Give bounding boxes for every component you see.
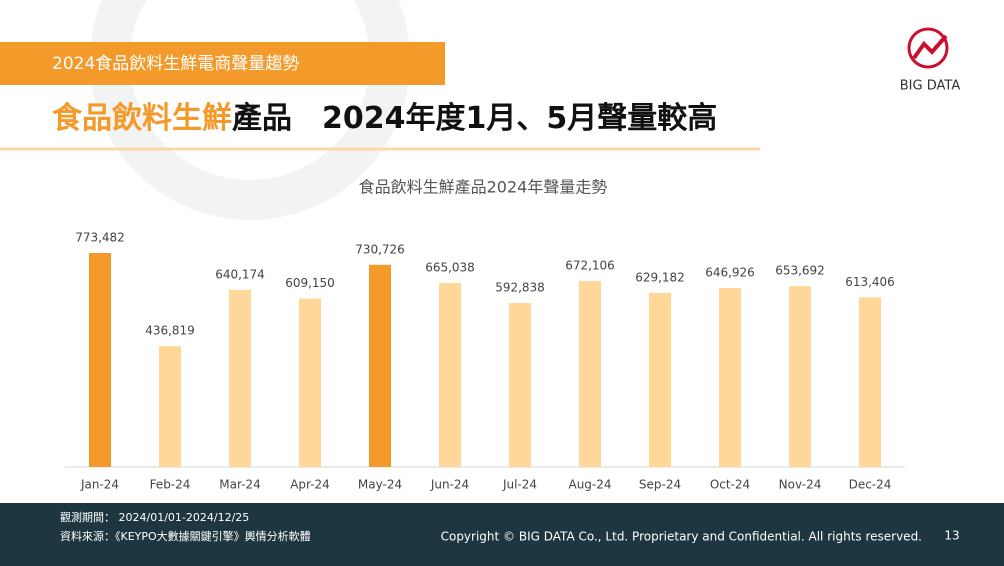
bar (229, 289, 251, 467)
banner (0, 42, 445, 85)
x-tick-label: Nov-24 (779, 478, 822, 492)
x-tick-label: Feb-24 (150, 478, 191, 492)
x-tick-label: Jul-24 (502, 478, 537, 492)
value-label: 629,182 (635, 270, 685, 284)
bar (579, 281, 601, 467)
footer-copyright: Copyright © BIG DATA Co., Ltd. Proprieta… (441, 530, 922, 544)
logo-ring (907, 27, 949, 69)
value-label: 609,150 (285, 276, 335, 290)
x-tick-label: Mar-24 (219, 478, 260, 492)
x-tick-label: Aug-24 (568, 478, 611, 492)
logo: BIG DATA (900, 27, 961, 94)
bar (719, 288, 741, 467)
value-label: 640,174 (215, 267, 265, 281)
footer-period: 觀測期間： 2024/01/01-2024/12/25 (60, 510, 249, 524)
value-label: 665,038 (425, 261, 475, 275)
x-tick-label: May-24 (358, 478, 402, 492)
bar (439, 283, 461, 467)
x-tick-label: Jan-24 (80, 478, 119, 492)
value-label: 730,726 (355, 242, 405, 256)
title-highlight: 食品飲料生鮮 (52, 101, 232, 136)
value-label: 436,819 (145, 324, 195, 338)
footer-source: 資料來源：《KEYPO大數據關鍵引擎》輿情分析軟體 (60, 529, 311, 543)
bar (509, 302, 531, 467)
value-label: 646,926 (705, 266, 755, 280)
page-number: 13 (944, 529, 959, 543)
x-tick-label: Apr-24 (290, 478, 330, 492)
x-tick-label: Sep-24 (639, 478, 681, 492)
logo-text: BIG DATA (900, 79, 961, 94)
x-tick-label: Oct-24 (710, 478, 750, 492)
value-label: 672,106 (565, 259, 615, 273)
bar (299, 298, 321, 467)
bar (89, 253, 111, 467)
bar (369, 264, 391, 467)
value-label: 613,406 (845, 275, 895, 289)
x-tick-label: Jun-24 (430, 478, 469, 492)
chart-title: 食品飲料生鮮產品2024年聲量走勢 (359, 178, 608, 197)
x-tick-label: Dec-24 (849, 478, 892, 492)
bar (859, 297, 881, 467)
logo-arrow (912, 34, 948, 60)
footer (0, 503, 1004, 566)
bar (649, 292, 671, 467)
banner-text: 2024食品飲料生鮮電商聲量趨勢 (52, 54, 299, 74)
bar (159, 346, 181, 467)
value-label: 592,838 (495, 280, 545, 294)
title-rest: 產品 2024年度1月、5月聲量較高 (232, 101, 717, 136)
value-label: 773,482 (75, 231, 125, 245)
bar (789, 286, 811, 467)
value-label: 653,692 (775, 264, 825, 278)
slide-title: 食品飲料生鮮產品 2024年度1月、5月聲量較高 (52, 101, 717, 136)
